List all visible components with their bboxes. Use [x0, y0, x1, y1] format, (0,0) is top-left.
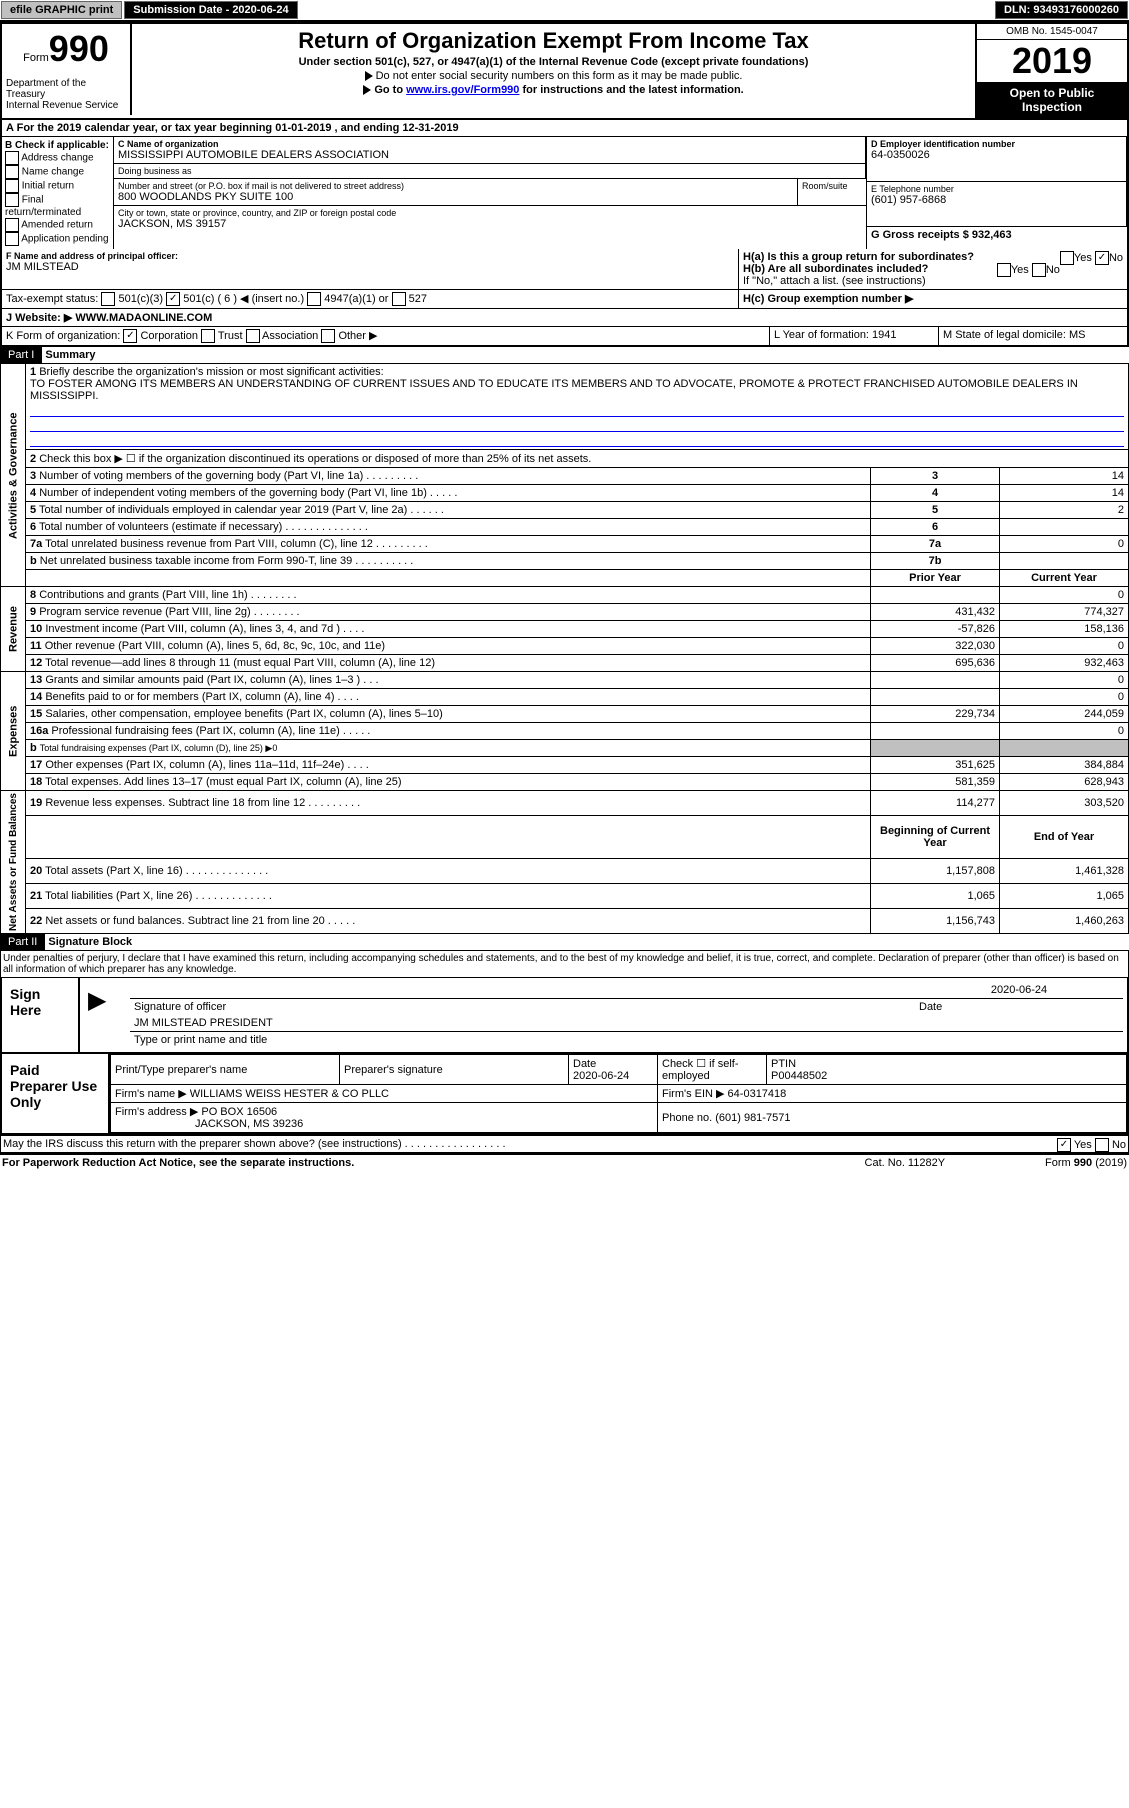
checkbox-amended[interactable]	[5, 218, 19, 232]
sign-here-label: Sign Here	[2, 978, 80, 1052]
website-label: J Website: ▶	[6, 312, 72, 324]
city-label: City or town, state or province, country…	[118, 208, 862, 218]
triangle-icon	[363, 85, 371, 95]
header-sub1: Under section 501(c), 527, or 4947(a)(1)…	[136, 56, 971, 68]
tax-status-label: Tax-exempt status:	[6, 293, 98, 305]
org-name-label: C Name of organization	[118, 139, 861, 149]
discuss-yes[interactable]: ✓	[1057, 1138, 1071, 1152]
check-if-label: B Check if applicable:	[5, 140, 110, 151]
hb-no[interactable]	[1032, 263, 1046, 277]
section-a: A For the 2019 calendar year, or tax yea…	[0, 120, 1129, 347]
phone-label: E Telephone number	[871, 184, 1122, 194]
header-sub2: Do not enter social security numbers on …	[376, 70, 743, 82]
header-sub3: Go to www.irs.gov/Form990 for instructio…	[374, 84, 743, 96]
org-name: MISSISSIPPI AUTOMOBILE DEALERS ASSOCIATI…	[118, 149, 861, 161]
cb-501c3[interactable]	[101, 292, 115, 306]
dba-label: Doing business as	[118, 166, 861, 176]
form-word: Form	[23, 52, 49, 64]
header-right: OMB No. 1545-0047 2019 Open to Public In…	[975, 24, 1127, 118]
cb-other[interactable]	[321, 329, 335, 343]
ha-yes[interactable]	[1060, 251, 1074, 265]
cb-527[interactable]	[392, 292, 406, 306]
part1-title: Summary	[45, 349, 95, 361]
activities-label: Activities & Governance	[1, 364, 26, 587]
part2: Part II Signature Block Under penalties …	[0, 934, 1129, 1153]
cat-no: Cat. No. 11282Y	[865, 1157, 946, 1169]
revenue-label: Revenue	[1, 587, 26, 672]
checkbox-initial[interactable]	[5, 179, 19, 193]
checkbox-pending[interactable]	[5, 232, 19, 246]
part2-header: Part II	[0, 934, 45, 950]
year-formation: L Year of formation: 1941	[770, 327, 939, 345]
part2-title: Signature Block	[48, 936, 132, 948]
domicile: M State of legal domicile: MS	[939, 327, 1127, 345]
officer-label: F Name and address of principal officer:	[6, 251, 734, 261]
form-number: 990	[49, 28, 109, 69]
mission-text: TO FOSTER AMONG ITS MEMBERS AN UNDERSTAN…	[30, 378, 1078, 402]
checkbox-final[interactable]	[5, 193, 19, 207]
prior-year-header: Prior Year	[871, 570, 1000, 587]
discuss-question: May the IRS discuss this return with the…	[3, 1138, 506, 1150]
officer-value: JM MILSTEAD	[6, 261, 734, 273]
discuss-no[interactable]	[1095, 1138, 1109, 1152]
dept-label: Department of the Treasury Internal Reve…	[2, 74, 132, 115]
expenses-label: Expenses	[1, 672, 26, 791]
city-value: JACKSON, MS 39157	[118, 218, 862, 230]
room-label: Room/suite	[798, 179, 866, 205]
ha-label: H(a) Is this a group return for subordin…	[743, 251, 974, 263]
paperwork-notice: For Paperwork Reduction Act Notice, see …	[2, 1157, 354, 1169]
form-ref: Form 990 (2019)	[1045, 1157, 1127, 1169]
begin-year-header: Beginning of Current Year	[871, 816, 1000, 859]
dln: DLN: 93493176000260	[995, 1, 1128, 19]
website-value: WWW.MADAONLINE.COM	[75, 312, 212, 324]
ein-label: D Employer identification number	[871, 139, 1122, 149]
omb-number: OMB No. 1545-0047	[977, 24, 1127, 40]
paid-prep-label: Paid Preparer Use Only	[2, 1054, 110, 1133]
address-label: Number and street (or P.O. box if mail i…	[118, 181, 793, 191]
checkbox-address[interactable]	[5, 151, 19, 165]
address-value: 800 WOODLANDS PKY SUITE 100	[118, 191, 793, 203]
triangle-icon	[365, 71, 373, 81]
form-header: Form990 Department of the Treasury Inter…	[0, 22, 1129, 120]
hb-label: H(b) Are all subordinates included?	[743, 263, 928, 275]
hc-label: H(c) Group exemption number ▶	[743, 293, 913, 305]
cb-corp[interactable]: ✓	[123, 329, 137, 343]
header-center: Return of Organization Exempt From Incom…	[132, 24, 975, 118]
arrow-icon: ▶	[80, 978, 126, 1052]
phone-value: (601) 957-6868	[871, 194, 1122, 206]
ha-no[interactable]: ✓	[1095, 251, 1109, 265]
check-if-box: B Check if applicable: Address change Na…	[2, 137, 114, 249]
submission-date: Submission Date - 2020-06-24	[124, 1, 297, 19]
form-title: Return of Organization Exempt From Incom…	[136, 28, 971, 54]
declaration: Under penalties of perjury, I declare th…	[0, 950, 1129, 978]
sign-here-block: Sign Here ▶ 2020-06-24 Signature of offi…	[0, 978, 1129, 1054]
efile-btn[interactable]: efile GRAPHIC print	[1, 1, 122, 19]
inspection-badge: Open to Public Inspection	[977, 82, 1127, 118]
paid-preparer-block: Paid Preparer Use Only Print/Type prepar…	[0, 1054, 1129, 1135]
hb-yes[interactable]	[997, 263, 1011, 277]
line1-label: Briefly describe the organization's miss…	[39, 366, 383, 378]
top-bar: efile GRAPHIC print Submission Date - 20…	[0, 0, 1129, 22]
footer: For Paperwork Reduction Act Notice, see …	[0, 1153, 1129, 1171]
gross-receipts: G Gross receipts $ 932,463	[871, 229, 1123, 241]
current-year-header: Current Year	[1000, 570, 1129, 587]
checkbox-name[interactable]	[5, 165, 19, 179]
netassets-label: Net Assets or Fund Balances	[1, 791, 26, 934]
line2: Check this box ▶ ☐ if the organization d…	[39, 453, 591, 465]
cb-4947[interactable]	[307, 292, 321, 306]
form-org-label: K Form of organization:	[6, 330, 120, 342]
cb-assoc[interactable]	[246, 329, 260, 343]
cb-501c[interactable]: ✓	[166, 292, 180, 306]
period-line: A For the 2019 calendar year, or tax yea…	[2, 120, 1127, 136]
end-year-header: End of Year	[1000, 816, 1129, 859]
cb-trust[interactable]	[201, 329, 215, 343]
tax-year: 2019	[977, 40, 1127, 82]
form-label: Form990	[2, 24, 132, 74]
part1: Part I Summary Activities & Governance 1…	[0, 347, 1129, 934]
ein-value: 64-0350026	[871, 149, 1122, 161]
hb-note: If "No," attach a list. (see instruction…	[743, 275, 1123, 287]
part1-header: Part I	[0, 347, 42, 363]
